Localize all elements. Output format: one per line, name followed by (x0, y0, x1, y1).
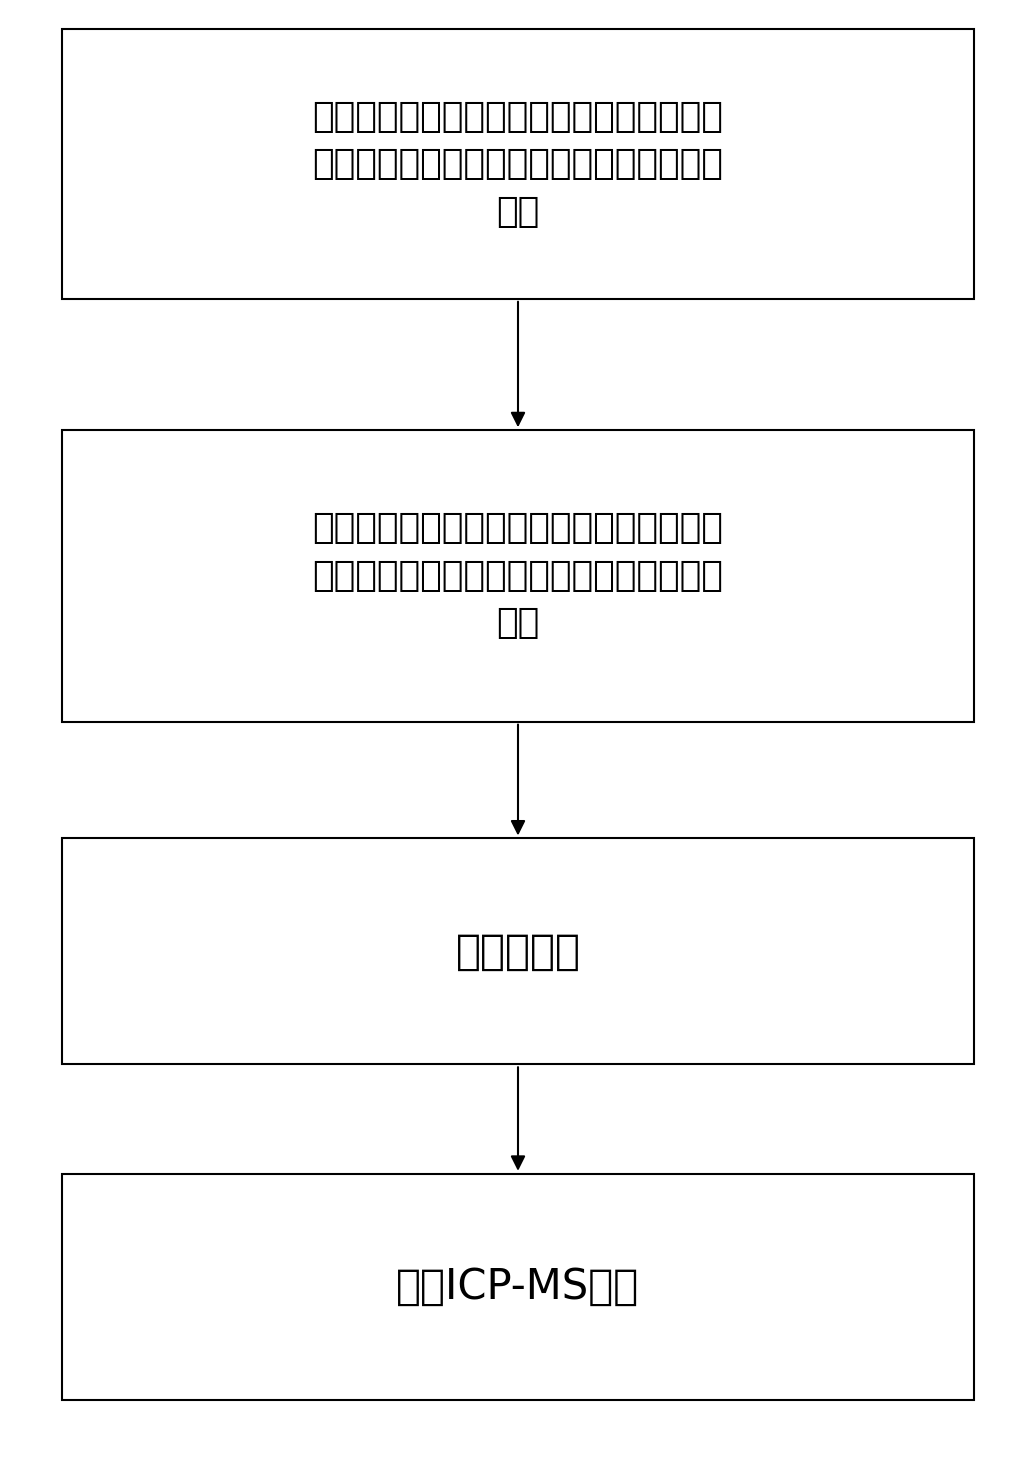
Bar (62, 838, 974, 1064)
Bar (62, 29, 974, 299)
Text: 进行ICP-MS检测: 进行ICP-MS检测 (397, 1266, 639, 1308)
Bar (62, 1174, 974, 1400)
Bar (62, 430, 974, 722)
Text: 用乙醇萸取静电捕集装置中的主流烟气粒相
物，然后用碗酸水溶液分多次清洗静电捕集
装置: 用乙醇萸取静电捕集装置中的主流烟气粒相 物，然后用碗酸水溶液分多次清洗静电捕集 … (313, 512, 723, 640)
Text: 采用吸烟机对烟草制品进行抜吸，并采用吸
烟机的静电捕集装置捕集取烟草制品的主流
烟气: 采用吸烟机对烟草制品进行抜吸，并采用吸 烟机的静电捕集装置捕集取烟草制品的主流 … (313, 99, 723, 229)
Text: 转移、定容: 转移、定容 (456, 930, 580, 972)
